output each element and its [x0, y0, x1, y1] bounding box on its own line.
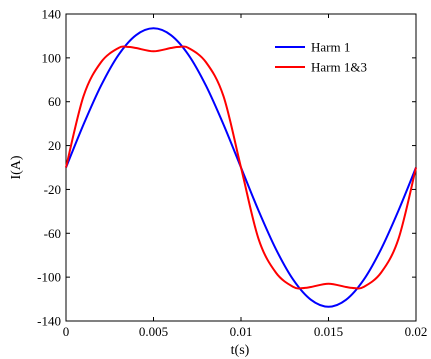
- y-tick-label: -100: [37, 270, 61, 285]
- x-tick-label: 0: [63, 324, 70, 339]
- y-tick-label: 60: [48, 94, 61, 109]
- y-tick-label: -60: [44, 226, 61, 241]
- series-line-2: [65, 45, 417, 290]
- y-axis-title: I(A): [9, 155, 24, 179]
- y-tick-label: 20: [48, 138, 61, 153]
- x-tick-label: 0.02: [405, 324, 428, 339]
- y-tick-label: 100: [42, 50, 62, 65]
- series-group: [65, 27, 417, 308]
- x-tick-label: 0.005: [139, 324, 168, 339]
- legend: Harm 1 Harm 1&3: [275, 40, 367, 75]
- legend-label-1: Harm 1: [311, 40, 350, 55]
- y-tick-label: -20: [44, 182, 61, 197]
- x-axis-title: t(s): [231, 343, 250, 358]
- axes: 0 0.005 0.01 0.015 0.02 -140 -100 -60 -20 20 60 100…: [9, 7, 427, 359]
- y-tick-label: 140: [42, 7, 62, 22]
- legend-label-2: Harm 1&3: [311, 60, 367, 75]
- x-tick-label: 0.01: [230, 324, 253, 339]
- y-tick-label: -140: [37, 314, 61, 329]
- x-tick-label: 0.015: [314, 324, 343, 339]
